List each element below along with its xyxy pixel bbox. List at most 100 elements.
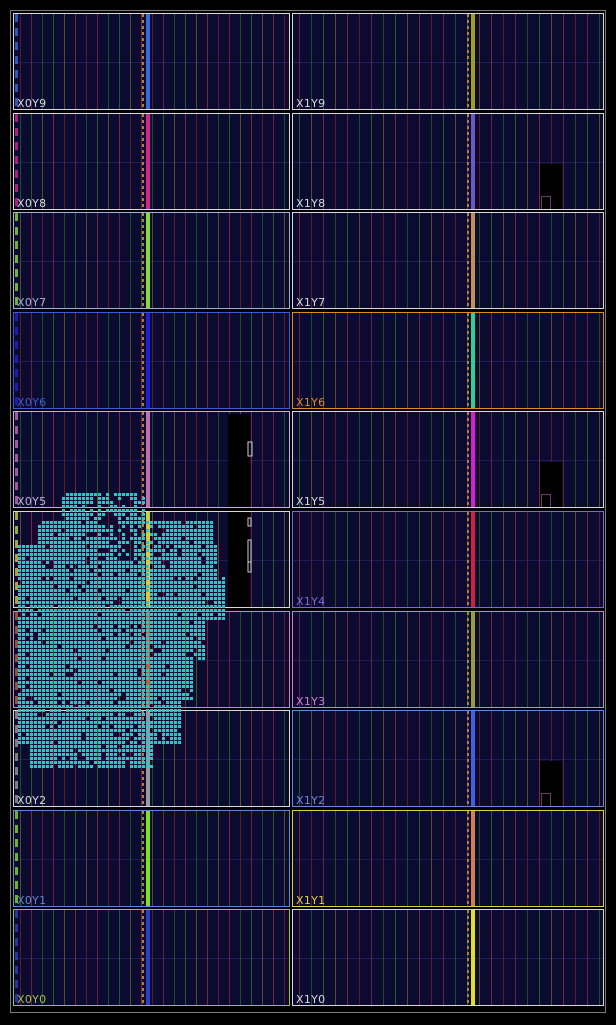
placed-cell [66, 581, 69, 584]
placed-cell [30, 761, 33, 764]
placed-cell [50, 605, 53, 608]
placed-cell [38, 745, 41, 748]
placed-cell [82, 657, 85, 660]
placed-cell [58, 549, 61, 552]
placed-cell [54, 629, 57, 632]
resource-column [251, 910, 252, 1005]
placed-cell [202, 549, 205, 552]
placed-cell [198, 649, 201, 652]
clock-region-x1y5[interactable]: X1Y5 [292, 411, 604, 508]
placed-cell [50, 757, 53, 760]
clock-region-x0y1[interactable]: X0Y1 [13, 810, 290, 907]
placed-cell [18, 589, 21, 592]
placed-cell [102, 553, 105, 556]
placed-cell [94, 581, 97, 584]
placed-cell [130, 653, 133, 656]
placed-cell [106, 565, 109, 568]
resource-column [229, 313, 230, 408]
placed-cell [150, 541, 153, 544]
placed-cell [50, 585, 53, 588]
placed-cell [78, 553, 81, 556]
placed-cell [110, 561, 113, 564]
placed-cell [174, 713, 177, 716]
placed-cell [174, 633, 177, 636]
placed-cell [50, 549, 53, 552]
placed-cell [30, 737, 33, 740]
placed-cell [66, 653, 69, 656]
placed-cell [90, 621, 93, 624]
placed-cell [118, 761, 121, 764]
placed-cell [182, 681, 185, 684]
clock-region-x1y3[interactable]: X1Y3 [292, 611, 604, 708]
placed-cell [74, 573, 77, 576]
clock-region-x1y1[interactable]: X1Y1 [292, 810, 604, 907]
placed-cell [98, 581, 101, 584]
placed-cell [190, 529, 193, 532]
placed-cell [198, 565, 201, 568]
placed-cell [182, 669, 185, 672]
placed-cell [202, 597, 205, 600]
clock-region-x1y2[interactable]: X1Y2 [292, 710, 604, 807]
placed-cell [74, 533, 77, 536]
placed-cell [70, 701, 73, 704]
resource-column [587, 711, 588, 806]
clock-region-x0y9[interactable]: X0Y9 [13, 13, 290, 110]
placed-cell [170, 737, 173, 740]
clock-region-x1y0[interactable]: X1Y0 [292, 909, 604, 1006]
placed-cell [62, 581, 65, 584]
placed-cell [30, 681, 33, 684]
placed-cell [138, 717, 141, 720]
placed-cell [142, 601, 145, 604]
placed-cell [74, 697, 77, 700]
placed-cell [42, 613, 45, 616]
clock-region-x1y7[interactable]: X1Y7 [292, 212, 604, 309]
clock-region-x1y9[interactable]: X1Y9 [292, 13, 604, 110]
placed-cell [110, 617, 113, 620]
clock-region-x0y6[interactable]: X0Y6 [13, 312, 290, 409]
placed-cell [218, 585, 221, 588]
placed-cell [58, 673, 61, 676]
placed-cell [122, 649, 125, 652]
placed-cell [66, 617, 69, 620]
placed-cell [22, 585, 25, 588]
clock-region-x0y0[interactable]: X0Y0 [13, 909, 290, 1006]
placed-cell [134, 677, 137, 680]
clock-region-x1y4[interactable]: X1Y4 [292, 511, 604, 608]
clock-region-x0y5[interactable]: X0Y5 [13, 411, 290, 508]
resource-column [407, 711, 408, 806]
clock-region-x0y8[interactable]: X0Y8 [13, 113, 290, 210]
placed-cell [30, 637, 33, 640]
placed-cell [82, 605, 85, 608]
placed-cell [90, 581, 93, 584]
placed-cell [110, 505, 113, 508]
placed-cell [206, 541, 209, 544]
placed-cell [146, 701, 149, 704]
placed-cell [110, 621, 113, 624]
placed-cell [186, 673, 189, 676]
placed-cell [70, 721, 73, 724]
placed-cell [158, 689, 161, 692]
placed-cell [94, 745, 97, 748]
placed-cell [138, 753, 141, 756]
placed-cell [42, 605, 45, 608]
placed-cell [198, 561, 201, 564]
clock-region-x1y8[interactable]: X1Y8 [292, 113, 604, 210]
placed-cell [42, 753, 45, 756]
placed-cell [134, 533, 137, 536]
placed-cell [158, 597, 161, 600]
resource-column [53, 313, 54, 408]
placed-cell [106, 569, 109, 572]
placed-cell [34, 613, 37, 616]
clock-region-x0y7[interactable]: X0Y7 [13, 212, 290, 309]
placed-cell [86, 745, 89, 748]
placed-cell [114, 537, 117, 540]
resource-column [551, 213, 552, 308]
placed-cell [146, 749, 149, 752]
placed-cell [142, 689, 145, 692]
placed-cell [50, 701, 53, 704]
resource-column [229, 213, 230, 308]
placed-cell [126, 725, 129, 728]
clock-region-x1y6[interactable]: X1Y6 [292, 312, 604, 409]
placed-cell [174, 681, 177, 684]
